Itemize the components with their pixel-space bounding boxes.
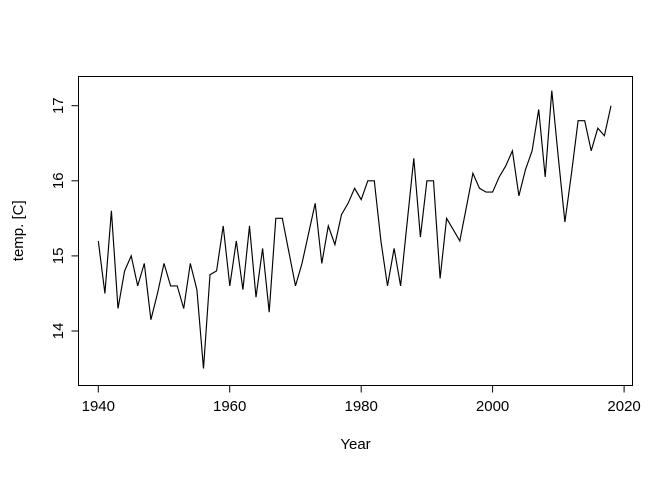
x-tick-label: 1980 [345,398,378,415]
x-tick-label: 2000 [476,398,509,415]
x-tick-label: 1940 [82,398,115,415]
temperature-line [97,90,612,369]
x-tick-label: 2020 [607,398,640,415]
x-axis-tick-labels: 1940 1960 1980 2000 2020 [82,398,641,415]
y-axis-label: temp. [C] [10,200,27,261]
y-tick-label: 14 [50,323,67,340]
x-tick-label: 1960 [213,398,246,415]
y-axis-ticks [71,105,79,332]
y-tick-label: 16 [50,172,67,189]
x-axis-label: Year [340,436,370,453]
plot-box [78,76,633,386]
y-tick-label: 17 [50,97,67,114]
y-axis-tick-labels: 14 15 16 17 [50,97,67,339]
y-tick-label: 15 [50,248,67,265]
x-axis-ticks [97,385,625,393]
